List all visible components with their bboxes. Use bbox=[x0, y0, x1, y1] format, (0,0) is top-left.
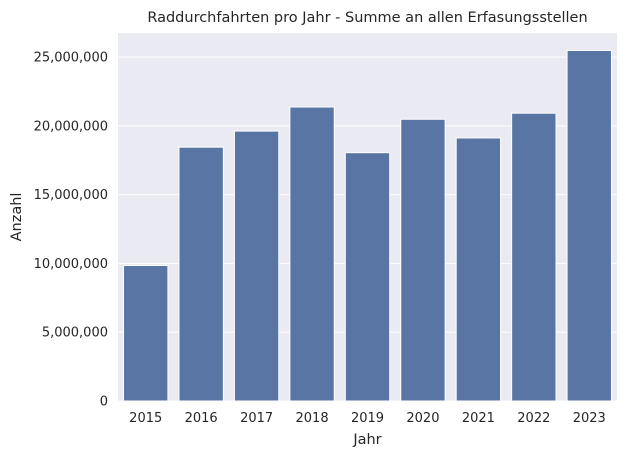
bar-2016 bbox=[178, 146, 224, 402]
x-axis-ticks: 2015 2016 2017 2018 2019 2020 2021 2022 2023 bbox=[129, 411, 606, 426]
y-tick-label: 0 bbox=[100, 395, 108, 410]
bar-2022 bbox=[511, 112, 557, 402]
bar-2015 bbox=[123, 264, 169, 402]
y-tick-label: 5,000,000 bbox=[42, 326, 108, 341]
x-tick-label: 2016 bbox=[185, 411, 218, 426]
bar-2018 bbox=[289, 106, 335, 402]
bar-2020 bbox=[400, 118, 446, 402]
x-tick-label: 2020 bbox=[406, 411, 439, 426]
y-tick-label: 20,000,000 bbox=[34, 119, 108, 134]
y-axis-ticks: 0 5,000,000 10,000,000 15,000,000 20,000,000… bbox=[34, 51, 108, 410]
y-tick-label: 10,000,000 bbox=[34, 257, 108, 272]
x-tick-label: 2015 bbox=[129, 411, 162, 426]
x-tick-label: 2017 bbox=[240, 411, 273, 426]
bars bbox=[123, 49, 612, 402]
x-tick-label: 2023 bbox=[573, 411, 606, 426]
x-tick-label: 2022 bbox=[517, 411, 550, 426]
chart-title: Raddurchfahrten pro Jahr - Summe an alle… bbox=[147, 10, 587, 26]
bar-2023 bbox=[566, 49, 612, 402]
bar-2017 bbox=[233, 130, 280, 402]
x-tick-label: 2021 bbox=[462, 411, 495, 426]
x-tick-label: 2018 bbox=[296, 411, 329, 426]
y-tick-label: 15,000,000 bbox=[34, 188, 108, 203]
y-axis-label: Anzahl bbox=[9, 193, 25, 242]
bar-2019 bbox=[344, 152, 391, 402]
y-tick-label: 25,000,000 bbox=[34, 51, 108, 66]
x-tick-label: 2019 bbox=[351, 411, 384, 426]
x-axis-label: Jahr bbox=[352, 432, 381, 448]
bar-2021 bbox=[455, 137, 502, 402]
